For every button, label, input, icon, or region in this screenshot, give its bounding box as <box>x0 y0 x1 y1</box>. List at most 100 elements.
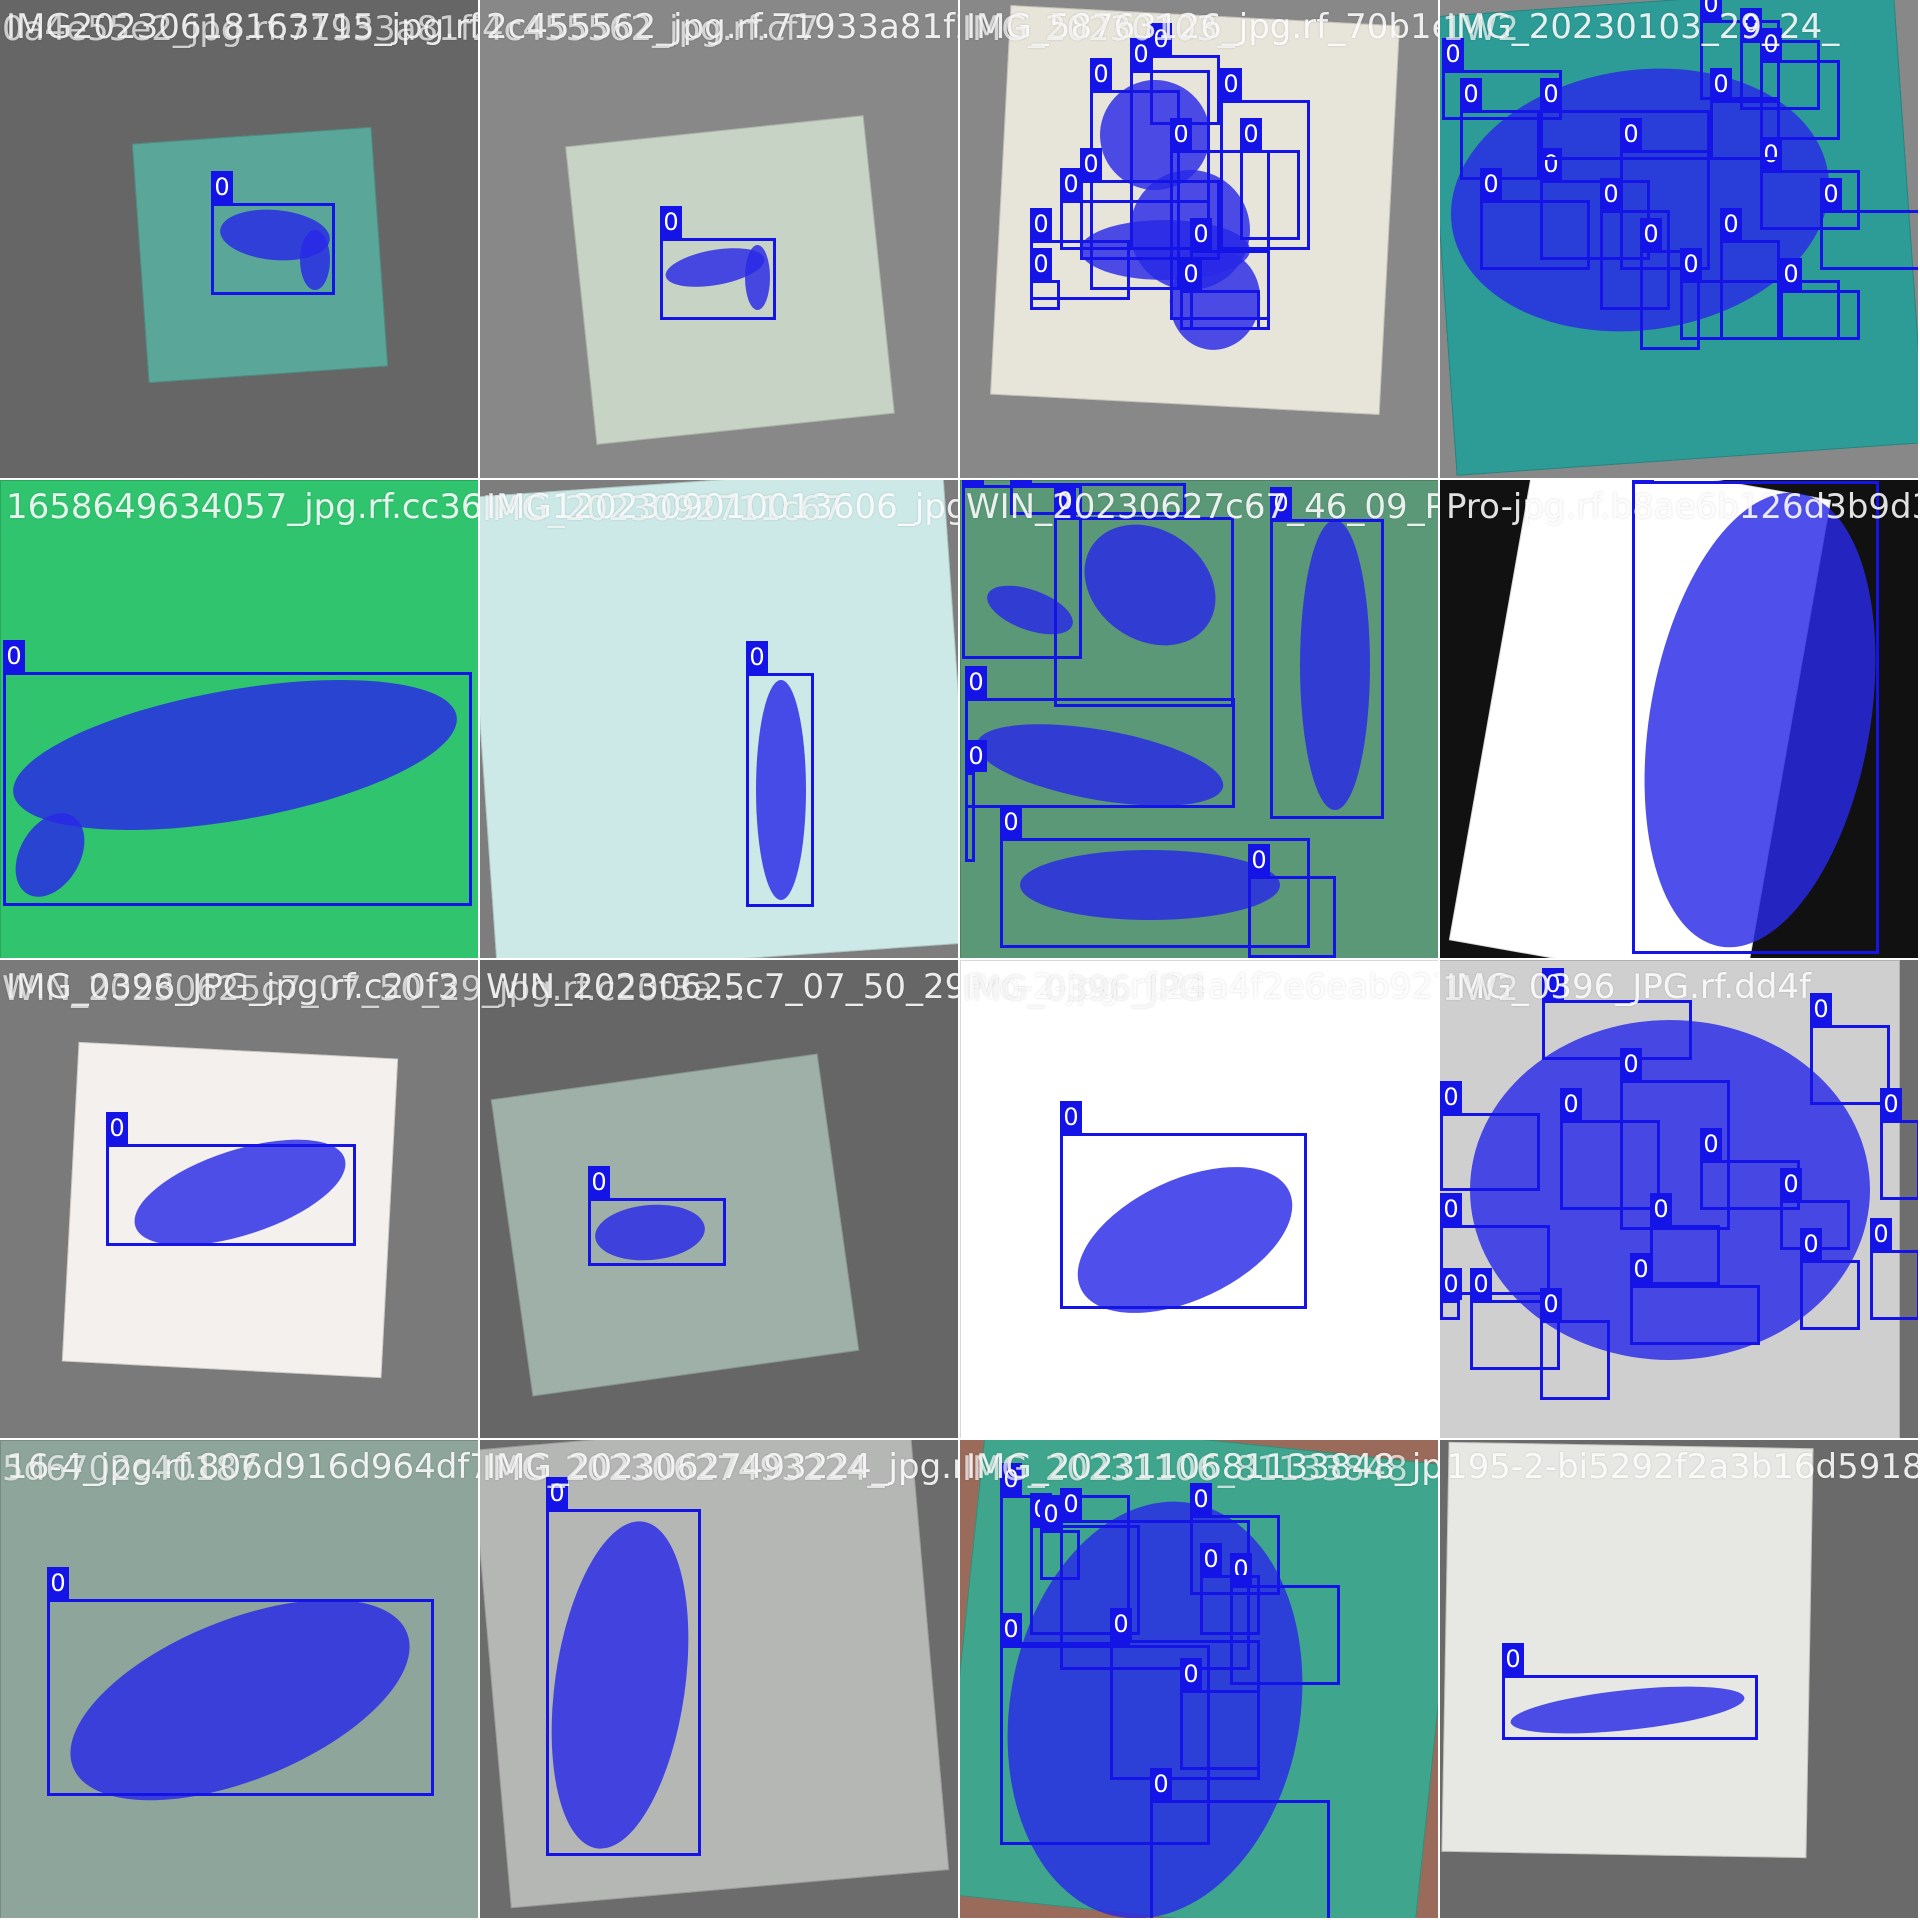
detection-box <box>1060 1520 1250 1670</box>
detection-box <box>1600 210 1670 310</box>
class-label: 0 <box>1542 968 1564 1000</box>
detection-box <box>1780 290 1860 340</box>
class-label: 0 <box>1820 178 1842 210</box>
class-label: 0 <box>1540 78 1562 110</box>
class-label: 0 <box>1030 208 1052 240</box>
mosaic-tile: 0 195-2-bi5292f2a3b16d5918 <box>1440 1440 1918 1918</box>
mosaic-tile: 0 16-4_jpg.rf.806d916d964df7 5d6702c40187 <box>0 1440 478 1918</box>
detection-box <box>1190 1515 1280 1595</box>
detection-box <box>1540 1320 1610 1400</box>
mosaic-tile: 0 IMG_20230627493224_jpg.rf. IMG_202306274… <box>480 1440 958 1918</box>
detection-box <box>1200 1575 1260 1635</box>
detection-box <box>660 238 776 320</box>
shrimp-segmentation-mask <box>1020 850 1280 920</box>
class-label: 0 <box>1110 1608 1132 1640</box>
class-label: 0 <box>1470 1268 1492 1300</box>
detection-box <box>1760 170 1860 230</box>
detection-box <box>1220 100 1310 250</box>
detection-box <box>1080 180 1220 260</box>
detection-box <box>1470 1300 1560 1370</box>
class-label: 0 <box>1010 480 1032 483</box>
detection-box <box>1000 1645 1210 1845</box>
detection-box <box>1248 876 1336 958</box>
class-label: 0 <box>1060 1488 1082 1520</box>
class-label: 0 <box>1760 138 1782 170</box>
detection-box <box>1620 150 1710 270</box>
detection-box <box>1180 290 1260 330</box>
mosaic-tile: 0WIN_20230625c7_07_50_29_Pro-2_jpg.rf.c2… <box>480 960 958 1438</box>
class-label: 0 <box>47 1567 69 1599</box>
detection-box <box>1054 517 1234 707</box>
mosaic-tile: 0 IMG20230618163715_jpg.rf.3 0a4e55e2_jpg.… <box>0 0 478 478</box>
mosaic-tile: 00000000000IMG_2023110681133848_jpg.rf.I… <box>960 1440 1438 1918</box>
class-label: 0 <box>1150 1768 1172 1800</box>
class-label: 0 <box>1240 118 1262 150</box>
detection-box <box>1150 55 1220 125</box>
class-label: 0 <box>1800 1228 1822 1260</box>
class-label: 0 <box>1440 1081 1462 1113</box>
class-label: 0 <box>1190 218 1212 250</box>
class-label: 0 <box>1780 1168 1802 1200</box>
detection-box <box>1440 1225 1550 1295</box>
class-label: 0 <box>1090 58 1112 90</box>
class-label: 0 <box>1880 1088 1902 1120</box>
detection-box <box>1090 90 1180 290</box>
class-label: 0 <box>1030 248 1052 280</box>
detection-box <box>1700 20 1780 100</box>
detection-box <box>1560 1120 1660 1210</box>
class-label: 0 <box>965 666 987 698</box>
detection-box <box>965 772 975 862</box>
detection-box <box>1820 210 1918 270</box>
detection-box <box>1540 110 1710 160</box>
mosaic-tile: 0 IMG_0396_JPG_jpg.rf.c20f3 WIN_20230625c7… <box>0 960 478 1438</box>
class-label: 0 <box>211 171 233 203</box>
class-label: 0 <box>1632 480 1654 481</box>
detection-box <box>1760 60 1840 140</box>
class-label: 0 <box>546 1477 568 1509</box>
sample-photo <box>1441 1441 1814 1859</box>
class-label: 0 <box>1080 148 1102 180</box>
class-label: 0 <box>1540 1288 1562 1320</box>
detection-box <box>1000 838 1310 948</box>
detection-box <box>1060 200 1210 250</box>
class-label: 0 <box>1440 1193 1462 1225</box>
class-label: 0 <box>1000 806 1022 838</box>
mosaic-tile: 0 Pro-2-jpg.rf.24a4f2e6eab927f IMG_0396_JP… <box>960 960 1438 1438</box>
detection-box <box>1630 1285 1760 1345</box>
class-label: 0 <box>660 206 682 238</box>
class-label: 0 <box>965 740 987 772</box>
class-label: 0 <box>1870 1218 1892 1250</box>
class-label: 0 <box>1170 118 1192 150</box>
detection-box <box>1030 1525 1140 1635</box>
class-label: 0 <box>1060 1101 1082 1133</box>
detection-box <box>1800 1260 1860 1330</box>
detection-box <box>1010 483 1186 515</box>
detection-box <box>106 1144 356 1246</box>
detection-box <box>588 1198 726 1266</box>
class-label: 0 <box>1680 248 1702 280</box>
class-label: 0 <box>1180 258 1202 290</box>
class-label: 0 <box>106 1112 128 1144</box>
class-label: 0 <box>1000 1613 1022 1645</box>
class-label: 0 <box>1650 1193 1672 1225</box>
class-label: 0 <box>1130 38 1152 70</box>
detection-box <box>1270 519 1384 819</box>
class-label: 0 <box>1440 1268 1462 1300</box>
class-label: 0 <box>1220 68 1242 100</box>
detection-box <box>1870 1250 1918 1320</box>
class-label: 0 <box>1270 487 1292 519</box>
class-label: 0 <box>1442 38 1464 70</box>
class-label: 0 <box>1620 118 1642 150</box>
detection-box <box>211 203 335 295</box>
class-label: 0 <box>1248 844 1270 876</box>
shrimp-segmentation-mask <box>1300 520 1370 810</box>
class-label: 0 <box>1150 23 1172 55</box>
class-label: 0 <box>1180 1658 1202 1690</box>
detection-box <box>965 698 1235 808</box>
class-label: 0 <box>1810 993 1832 1025</box>
detection-box <box>47 1599 434 1796</box>
detection-box <box>1542 1000 1692 1060</box>
detection-box <box>546 1509 701 1856</box>
mosaic-tile: 00000000WIN_20230627c67_46_09_Pro-jpg <box>960 480 1438 958</box>
shrimp-segmentation-mask <box>745 245 770 310</box>
